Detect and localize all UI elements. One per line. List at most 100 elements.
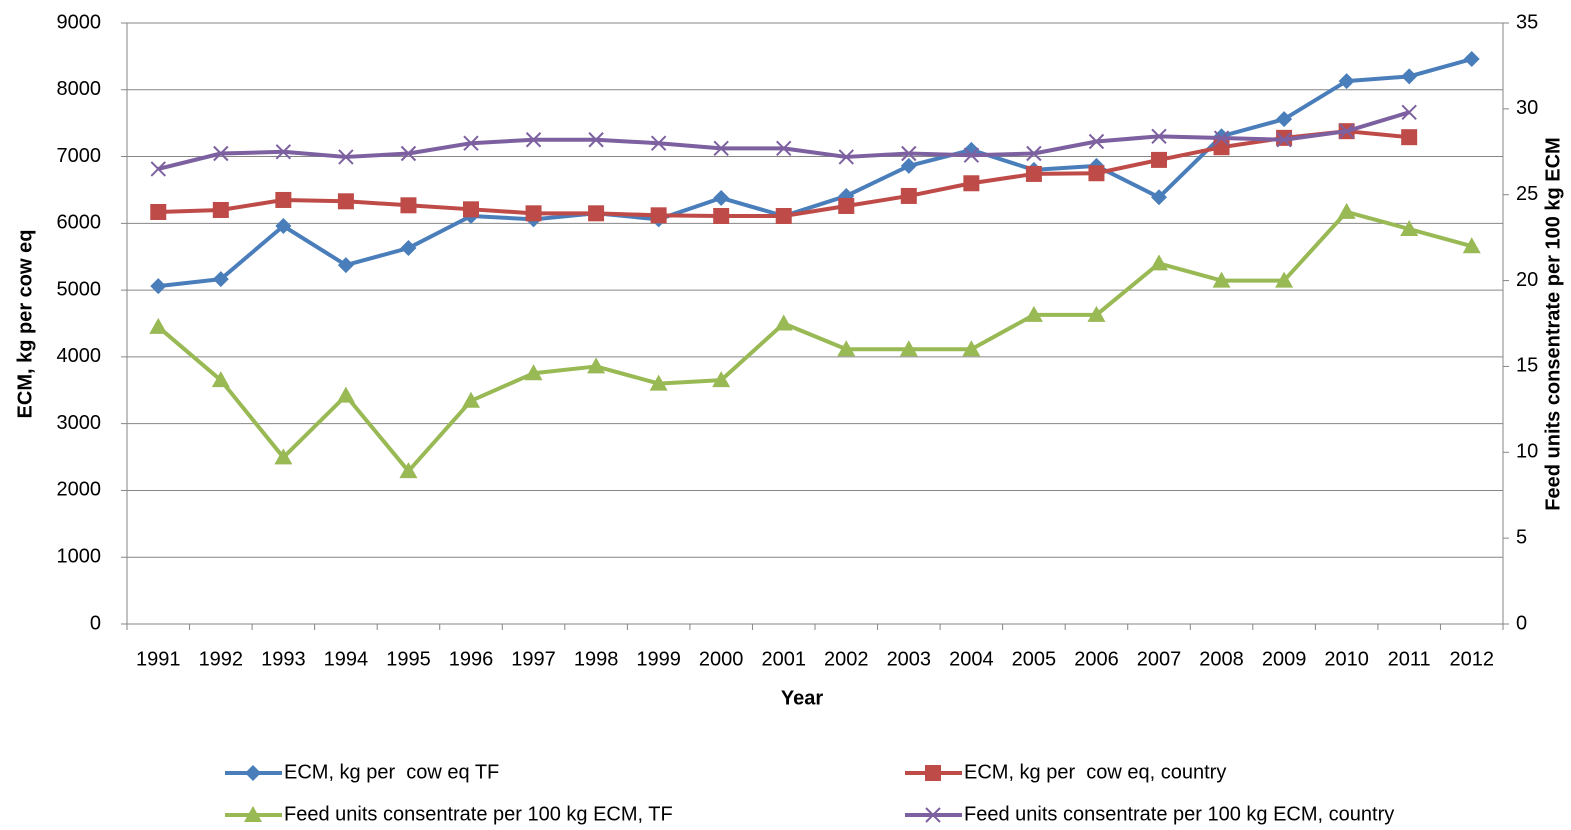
data-point: [1151, 151, 1167, 168]
data-point: [336, 386, 355, 403]
data-point: [1213, 130, 1230, 146]
data-point: [399, 462, 418, 479]
x-tick-label: 2003: [887, 648, 932, 670]
y2-tick-label: 10: [1516, 441, 1538, 463]
data-point: [588, 132, 604, 148]
x-tick-label: 2000: [699, 648, 744, 670]
x-axis-title: Year: [781, 687, 823, 709]
data-point: [337, 193, 354, 210]
data-point: [1337, 202, 1356, 219]
data-point: [899, 340, 918, 357]
x-tick-label: 1991: [136, 648, 181, 670]
legend-label: ECM, kg per cow eq, country: [964, 761, 1226, 783]
data-point: [963, 147, 980, 163]
y-tick-label: 0: [90, 612, 101, 634]
y-tick-label: 1000: [57, 546, 102, 568]
data-point: [1276, 132, 1292, 148]
x-tick-label: 2004: [949, 648, 994, 670]
data-point: [1275, 271, 1294, 288]
data-point: [713, 140, 729, 157]
y-tick-label: 8000: [57, 78, 102, 100]
data-point: [462, 391, 480, 408]
data-point: [1276, 111, 1293, 128]
y-tick-label: 9000: [57, 11, 102, 33]
x-tick-label: 1996: [449, 648, 494, 670]
legend-marker: [925, 765, 941, 781]
data-point: [150, 203, 167, 220]
data-point: [1088, 133, 1105, 150]
data-point: [1151, 189, 1167, 206]
data-point: [775, 207, 792, 224]
data-point: [400, 240, 417, 257]
x-tick-label: 2005: [1012, 648, 1057, 670]
data-point: [1088, 165, 1105, 182]
x-tick-label: 2009: [1262, 648, 1307, 670]
data-point: [1026, 145, 1042, 162]
x-tick-label: 1992: [199, 648, 244, 670]
data-point: [211, 371, 230, 388]
data-point: [337, 257, 354, 274]
y2-tick-label: 30: [1516, 97, 1538, 119]
y2-tick-label: 35: [1516, 11, 1538, 33]
x-tick-label: 1993: [261, 648, 306, 670]
data-point: [1463, 51, 1480, 68]
data-point: [149, 317, 168, 334]
data-point: [1087, 305, 1106, 322]
data-point: [1338, 73, 1355, 90]
data-point: [650, 135, 667, 151]
y-axis-title: ECM, kg per cow eq: [14, 230, 36, 419]
legend-marker: [245, 765, 261, 781]
data-point: [1401, 68, 1418, 85]
y-tick-label: 6000: [57, 212, 102, 234]
data-point: [1462, 237, 1481, 254]
y-tick-label: 3000: [57, 412, 102, 434]
data-point: [1401, 129, 1418, 146]
data-point: [713, 207, 730, 224]
legend-marker: [925, 807, 941, 823]
data-point: [649, 374, 668, 391]
data-point: [400, 145, 417, 162]
data-point: [213, 145, 229, 162]
y2-tick-label: 15: [1516, 355, 1538, 377]
data-point: [1024, 305, 1043, 322]
y2-tick-label: 25: [1516, 183, 1538, 205]
data-point: [774, 314, 793, 331]
series-line: [158, 57, 1473, 289]
x-tick-label: 2011: [1388, 648, 1431, 670]
data-point: [838, 197, 855, 214]
data-point: [712, 371, 731, 388]
x-tick-label: 1999: [636, 648, 681, 670]
x-tick-label: 2002: [824, 648, 869, 670]
x-tick-label: 2012: [1449, 648, 1494, 670]
data-point: [1338, 123, 1355, 139]
data-point: [1025, 165, 1042, 182]
data-point: [838, 149, 854, 165]
data-point: [463, 201, 479, 218]
data-point: [525, 132, 542, 148]
data-point: [962, 340, 981, 357]
data-point: [901, 145, 917, 162]
x-tick-label: 2008: [1199, 648, 1244, 670]
data-point: [587, 357, 606, 374]
data-point: [900, 187, 917, 204]
data-point: [275, 144, 292, 160]
x-tick-label: 1998: [574, 648, 619, 670]
data-point: [837, 340, 856, 357]
y-tick-label: 7000: [57, 145, 102, 167]
data-point: [400, 197, 417, 214]
data-point: [274, 448, 293, 465]
data-point: [588, 205, 605, 222]
data-point: [150, 278, 167, 295]
x-tick-label: 2010: [1324, 648, 1369, 670]
data-point: [776, 140, 792, 157]
legend-label: Feed units consentrate per 100 kg ECM, T…: [284, 803, 673, 825]
data-point: [1401, 104, 1417, 120]
y2-tick-label: 5: [1516, 526, 1527, 548]
legend-label: ECM, kg per cow eq TF: [284, 761, 499, 783]
y-tick-label: 4000: [57, 345, 102, 367]
data-point: [212, 271, 229, 288]
x-tick-label: 2007: [1137, 648, 1182, 670]
data-point: [338, 149, 354, 165]
data-point: [524, 364, 543, 381]
